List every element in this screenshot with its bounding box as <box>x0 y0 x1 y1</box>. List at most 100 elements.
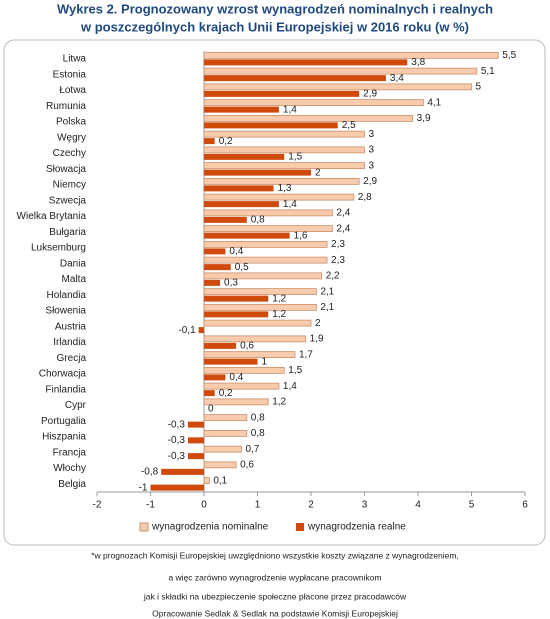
bar <box>204 106 279 113</box>
bar <box>203 429 248 437</box>
y-tick-label: Holandia <box>47 290 87 301</box>
value-label: 3 <box>369 145 375 156</box>
y-tick-label: Węgry <box>57 132 86 143</box>
bar <box>150 484 204 491</box>
bar <box>203 130 365 138</box>
bar <box>203 335 307 343</box>
bar <box>204 264 231 271</box>
x-tick-label: 6 <box>522 500 528 511</box>
y-tick-label: Estonia <box>53 69 87 80</box>
bar <box>204 153 285 160</box>
y-tick-label: Austria <box>55 321 87 332</box>
y-tick-label: Słowenia <box>45 306 86 317</box>
y-tick-label: Luksemburg <box>31 243 86 254</box>
bar <box>203 67 478 75</box>
bar <box>204 342 237 349</box>
value-label: 1,4 <box>283 381 297 392</box>
y-tick-label: Cypr <box>65 400 87 411</box>
bar <box>204 311 269 318</box>
value-label: 1,3 <box>278 183 292 194</box>
bar <box>203 83 472 91</box>
value-label: -0,3 <box>168 435 186 446</box>
y-tick-label: Wielka Brytania <box>17 211 87 222</box>
value-label: 0,6 <box>240 460 254 471</box>
bar <box>203 114 414 122</box>
bar <box>187 421 204 428</box>
bar <box>203 477 210 485</box>
value-label: 1,7 <box>299 349 313 360</box>
value-label: 0,2 <box>219 388 233 399</box>
bar <box>204 90 360 97</box>
value-label: 3 <box>369 129 375 140</box>
x-tick-label: 5 <box>469 500 475 511</box>
y-tick-label: Łotwa <box>59 85 86 96</box>
x-tick-label: -1 <box>146 500 155 511</box>
bar <box>203 162 365 170</box>
value-label: 2 <box>315 167 321 178</box>
bar <box>203 303 317 311</box>
value-label: 0,6 <box>240 341 254 352</box>
y-tick-label: Grecja <box>57 353 87 364</box>
bar <box>203 177 360 185</box>
value-label: 0,8 <box>251 215 265 226</box>
bar <box>204 374 226 381</box>
y-tick-label: Francja <box>53 447 87 458</box>
value-label: 2,8 <box>358 192 372 203</box>
y-tick-label: Polska <box>56 117 86 128</box>
value-label: -0,3 <box>168 419 186 430</box>
bar <box>203 351 296 359</box>
legend-label: wynagrodzenia nominalne <box>151 522 269 533</box>
x-tick-label: 4 <box>415 500 421 511</box>
value-label: -0,3 <box>168 451 186 462</box>
bar <box>203 146 365 154</box>
y-tick-label: Włochy <box>53 463 86 474</box>
bar <box>204 138 215 145</box>
bar <box>161 468 204 475</box>
value-label: 0,8 <box>251 412 265 423</box>
bar <box>204 59 408 66</box>
bar <box>203 209 333 217</box>
chart-subtitle: w poszczególnych krajach Unii Europejski… <box>80 19 469 34</box>
value-label: 0,8 <box>251 428 265 439</box>
value-label: 0,4 <box>229 372 243 383</box>
bar <box>203 99 424 107</box>
bar <box>204 75 386 82</box>
value-label: 2,5 <box>342 120 356 131</box>
value-label: 1,9 <box>310 334 324 345</box>
value-label: 1 <box>262 356 268 367</box>
bar <box>187 453 204 460</box>
y-tick-label: Szwecja <box>49 195 87 206</box>
x-tick-label: 2 <box>308 500 314 511</box>
value-label: -0,8 <box>141 467 159 478</box>
bar <box>203 51 499 59</box>
value-label: 3,9 <box>417 113 431 124</box>
y-tick-label: Malta <box>62 274 87 285</box>
bar <box>203 382 280 390</box>
y-tick-label: Niemcy <box>53 180 86 191</box>
value-label: 4,1 <box>427 97 441 108</box>
note: *w prognozach Komisji Europejskiej uwzgl… <box>91 550 459 560</box>
y-tick-label: Hiszpania <box>42 432 86 443</box>
value-label: 3,4 <box>390 73 404 84</box>
value-label: 0,7 <box>245 444 259 455</box>
value-label: 2,3 <box>331 255 345 266</box>
y-tick-label: Dania <box>60 258 87 269</box>
bar <box>204 248 226 255</box>
note: Opracowanie Sedlak & Sedlak na podstawie… <box>152 608 398 618</box>
value-label: 1,5 <box>288 152 302 163</box>
y-tick-label: Litwa <box>63 54 87 65</box>
bar <box>203 445 242 453</box>
note: jak i składki na ubezpieczenie społeczne… <box>143 591 407 601</box>
bar <box>204 279 221 286</box>
y-tick-label: Rumunia <box>46 101 86 112</box>
value-label: 0,2 <box>219 136 233 147</box>
bar <box>203 193 355 201</box>
y-tick-label: Bułgaria <box>49 227 86 238</box>
value-label: 0,1 <box>213 475 227 486</box>
legend-swatch <box>139 522 149 532</box>
bar <box>203 366 285 374</box>
chart-title: Wykres 2. Prognozowany wzrost wynagrodze… <box>57 1 493 16</box>
bar <box>203 240 328 248</box>
bar <box>204 122 338 129</box>
